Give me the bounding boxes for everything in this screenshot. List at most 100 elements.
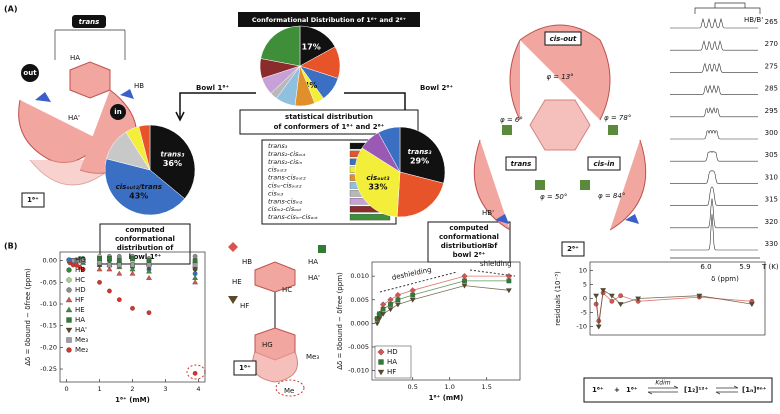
temperature-label: 270 (765, 40, 778, 48)
y-tick-label: 0.005 (350, 296, 369, 304)
point (192, 267, 199, 273)
pie-slice (299, 25, 336, 67)
label-box (561, 241, 585, 257)
point (146, 262, 152, 268)
temperature-label: 310 (765, 173, 778, 181)
label: Me₃ (306, 353, 319, 361)
label-box (99, 223, 191, 265)
y-tick-label: -0.20 (40, 343, 57, 351)
temperature-label: 315 (765, 196, 778, 204)
label: Kdim (655, 380, 670, 387)
slice-label: cisₒᵤₜ₂/trans (116, 183, 162, 191)
point (74, 262, 79, 268)
x-tick-label: 0 (65, 385, 69, 393)
label: conformational (439, 233, 499, 241)
point (146, 258, 152, 264)
legend-label: HC (75, 276, 85, 284)
pie-slice (396, 171, 444, 218)
spectrum (670, 17, 758, 29)
point (617, 302, 624, 308)
point (593, 293, 600, 299)
point (505, 288, 512, 294)
x-tick-label: 0.5 (408, 383, 418, 391)
y-tick-label: -0.15 (40, 322, 57, 330)
label: 2⁶⁺ (567, 245, 579, 253)
label-box (21, 64, 39, 82)
point (107, 262, 112, 268)
legend-label: trans-cisₒᵤₜ₂ (268, 174, 306, 182)
point (608, 293, 615, 299)
y-tick-label: 0.000 (350, 319, 369, 327)
equilibrium-arrow (715, 385, 739, 395)
spectrum (670, 84, 758, 95)
spectrum (670, 62, 758, 73)
value-label: 29% (410, 156, 429, 165)
label-box (505, 156, 537, 171)
point (192, 258, 198, 264)
value-label: 17% (302, 43, 321, 52)
point (409, 287, 416, 294)
point (410, 292, 416, 298)
point (394, 291, 401, 299)
point (505, 273, 512, 280)
label: [1₂]¹²⁺ (684, 386, 708, 394)
spectrum (670, 186, 758, 206)
point (65, 306, 73, 313)
molecule-2 (473, 24, 647, 231)
point (130, 262, 135, 268)
point (96, 266, 103, 272)
point (116, 258, 122, 264)
spectrum (670, 213, 758, 251)
point (461, 273, 468, 280)
x-axis-label: 1⁶⁺ (mM) (115, 396, 150, 404)
label: Me (284, 387, 294, 395)
point (461, 283, 468, 289)
point (97, 256, 102, 261)
label: of conformers of 1⁶⁺ and 2⁶⁺ (274, 123, 385, 131)
legend-label: HG (75, 256, 86, 264)
annotation: deshielding (391, 266, 432, 282)
point (97, 279, 102, 285)
value-label: 33% (368, 183, 387, 192)
legend-swatch (349, 213, 391, 221)
point (192, 279, 199, 285)
spectrum (670, 170, 758, 184)
point (192, 262, 198, 268)
point (387, 307, 394, 313)
label: conformational (115, 235, 175, 243)
point (146, 268, 152, 274)
legend-label: HA (387, 358, 397, 366)
arrow (179, 92, 256, 118)
pie-slice (149, 124, 196, 200)
slice-label: trans₃ (161, 150, 185, 158)
temperature-label: 275 (765, 62, 778, 70)
point (65, 296, 73, 303)
temperature-label: 300 (765, 129, 778, 137)
point (506, 278, 512, 284)
point (66, 317, 72, 323)
annotation-arrow (379, 271, 458, 293)
label: trans (511, 160, 532, 168)
label: HB (134, 82, 144, 90)
point (380, 301, 387, 308)
point (116, 253, 122, 259)
slice-label: cisₒᵤₜ₃ (366, 174, 389, 182)
y-tick-label: -0.05 (40, 278, 57, 286)
label: + (614, 386, 620, 394)
fit-line (376, 275, 509, 319)
x-tick-label: 3 (163, 385, 167, 393)
point (462, 278, 467, 284)
point (387, 296, 394, 303)
label-box (233, 360, 257, 376)
legend-label: trans-cisᵢₙ-cisₒᵤₜ (268, 213, 318, 221)
label-box (72, 15, 106, 28)
label: Bowl 1⁶⁺ (196, 84, 229, 92)
legend-label: HA' (75, 326, 87, 334)
spectrum (670, 150, 758, 162)
point (374, 321, 381, 327)
legend-label: HD (75, 286, 86, 294)
label: HC (282, 286, 292, 294)
point (66, 277, 72, 283)
tick-label: 6.0 (700, 263, 711, 271)
